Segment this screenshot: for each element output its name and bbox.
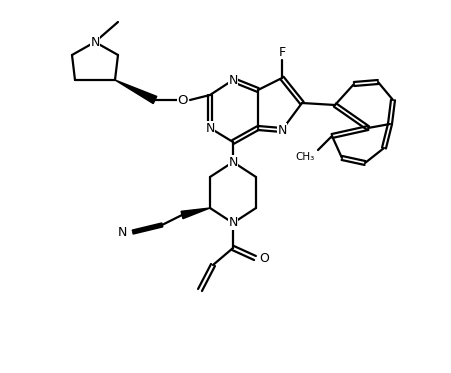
Polygon shape: [181, 208, 210, 219]
Text: O: O: [258, 251, 268, 264]
Text: N: N: [205, 122, 214, 135]
Text: N: N: [277, 123, 286, 137]
Polygon shape: [115, 80, 156, 104]
Text: N: N: [90, 35, 100, 48]
Text: O: O: [177, 94, 188, 107]
Text: N: N: [228, 73, 237, 87]
Text: N: N: [228, 156, 237, 169]
Text: F: F: [278, 46, 285, 59]
Text: CH₃: CH₃: [295, 152, 314, 162]
Text: N: N: [117, 226, 126, 238]
Text: N: N: [228, 216, 237, 229]
